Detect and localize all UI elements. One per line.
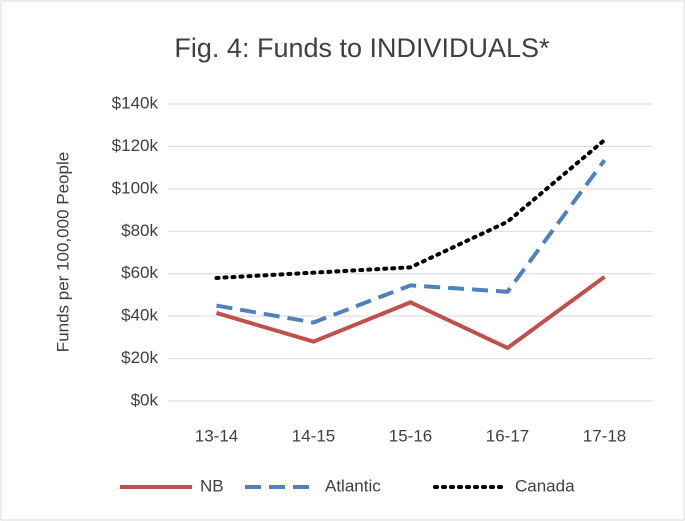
legend-label: Canada <box>515 476 575 495</box>
y-tick-label: $60k <box>121 263 158 282</box>
y-tick-label: $120k <box>112 136 159 155</box>
y-tick-label: $80k <box>121 221 158 240</box>
y-tick-label: $20k <box>121 348 158 367</box>
y-tick-label: $100k <box>112 178 159 197</box>
y-axis-label: Funds per 100,000 People <box>53 152 72 352</box>
y-tick-label: $0k <box>131 390 159 409</box>
y-tick-label: $40k <box>121 306 158 325</box>
x-tick-label: 16-17 <box>486 426 529 445</box>
legend-label: NB <box>200 476 224 495</box>
x-tick-label: 17-18 <box>583 426 626 445</box>
series-line <box>214 138 607 280</box>
legend-label: Atlantic <box>325 476 381 495</box>
chart-title: Fig. 4: Funds to INDIVIDUALS* <box>174 33 550 63</box>
y-tick-label: $140k <box>112 93 159 112</box>
x-tick-label: 14-15 <box>292 426 335 445</box>
series-line <box>215 275 606 351</box>
x-tick-label: 15-16 <box>389 426 432 445</box>
series-line <box>216 159 607 325</box>
x-tick-label: 13-14 <box>195 426 238 445</box>
